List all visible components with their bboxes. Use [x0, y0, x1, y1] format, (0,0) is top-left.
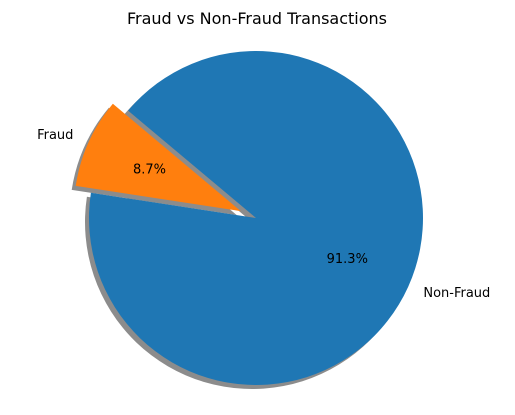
pie-slice-non-fraud [88, 50, 423, 386]
chart-title: Fraud vs Non-Fraud Transactions [127, 9, 387, 28]
pie-slice-fraud [75, 103, 241, 212]
slice-percent-fraud: 8.7% [133, 162, 166, 177]
slice-label-fraud: Fraud [37, 128, 73, 143]
pie-slices [75, 50, 423, 386]
slice-label-non-fraud: Non-Fraud [423, 286, 490, 301]
slice-percent-non-fraud: 91.3% [327, 252, 368, 267]
slice-labels: Fraud 8.7% Non-Fraud 91.3% [37, 128, 490, 301]
